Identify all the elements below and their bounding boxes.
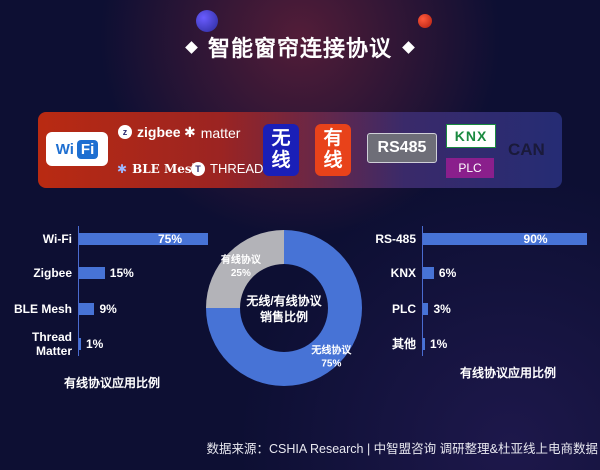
left-chart-axis (78, 226, 79, 356)
left-chart-subtitle: 有线协议应用比例 (64, 376, 161, 390)
bar-category-label: Zigbee (33, 266, 72, 280)
matter-label: matter (200, 124, 241, 141)
wifi-logo-wi: Wi (55, 140, 74, 158)
bar-value-label: 9% (99, 302, 117, 316)
bar-value-label: 3% (433, 302, 451, 316)
zigbee-logo: z zigbee (118, 124, 181, 140)
wired-tag: 有 线 (315, 124, 351, 176)
diamond-right-icon (402, 40, 415, 54)
wireless-tag-char-2: 线 (271, 150, 291, 171)
matter-icon: ✱ (184, 124, 196, 140)
donut-slice-0 (206, 230, 284, 308)
bar-mark (423, 303, 429, 315)
plc-logo: PLC (446, 158, 494, 178)
bar-mark (79, 233, 208, 245)
wired-tag-char-1: 有 (323, 128, 343, 149)
bar-category-label: BLE Mesh (13, 302, 72, 316)
donut-slice-name: 无线协议 (310, 343, 352, 356)
bar-category-label: KNX (390, 266, 416, 280)
bar-value-label: 75% (157, 232, 182, 246)
right-chart-subtitle: 有线协议应用比例 (460, 366, 557, 380)
donut-slice-value: 25% (231, 268, 251, 279)
decorative-orb-red (418, 14, 432, 28)
bar-mark (79, 267, 105, 279)
donut-center-label: 无线/有线协议 (245, 293, 322, 308)
bar-category-label: Wi-Fi (42, 232, 72, 246)
bluetooth-icon: ✱ (117, 162, 128, 176)
data-source: 数据来源：CSHIA Research | 中智盟咨询 调研整理&杜亚线上电商数… (206, 442, 599, 456)
diamond-left-icon (185, 40, 198, 54)
bar-value-label: 1% (86, 337, 104, 351)
bar-value-label: 15% (109, 266, 134, 280)
knx-logo: KNX (446, 124, 496, 148)
donut-slice-1 (206, 230, 362, 386)
bar-mark (423, 338, 425, 350)
title-bar: 智能窗帘连接协议 (0, 30, 600, 64)
wifi-logo-fi: Fi (76, 139, 99, 159)
matter-logo: ✱ matter (184, 124, 240, 141)
donut-slice-value: 75% (321, 358, 341, 369)
bar-category-label: 其他 (391, 337, 416, 351)
bar-mark (423, 267, 434, 279)
thread-icon: T (191, 161, 205, 176)
page-title: 智能窗帘连接协议 (207, 36, 392, 61)
zigbee-label: zigbee (137, 124, 181, 140)
bar-value-label: 90% (523, 232, 548, 246)
bar-mark (79, 338, 81, 350)
decorative-orb-blue (196, 10, 218, 32)
ble-mesh-logo: ✱ BLE Mesh (117, 162, 200, 176)
donut-center-label: 销售比例 (260, 309, 308, 324)
bar-mark (79, 303, 95, 315)
bar-category-label: PLC (392, 302, 416, 316)
thread-logo: T THREAD (191, 161, 263, 176)
bar-mark (423, 233, 587, 245)
wireless-tag: 无 线 (263, 124, 299, 176)
can-logo: CAN (508, 140, 545, 159)
ble-mesh-label: BLE Mesh (132, 162, 201, 176)
right-chart-axis (422, 226, 423, 356)
wired-tag-char-2: 线 (323, 150, 343, 171)
rs485-logo: RS485 (367, 133, 437, 163)
bar-value-label: 1% (430, 337, 448, 351)
zigbee-icon: z (118, 125, 132, 139)
wireless-tag-char-1: 无 (271, 128, 291, 149)
donut-slice-name: 有线协议 (221, 253, 262, 266)
bar-value-label: 6% (438, 266, 457, 280)
thread-label: THREAD (210, 161, 264, 176)
bar-category-label: RS-485 (375, 232, 416, 246)
bar-category-label: Thread Matter (31, 330, 72, 358)
wifi-logo: Wi Fi (46, 132, 108, 166)
